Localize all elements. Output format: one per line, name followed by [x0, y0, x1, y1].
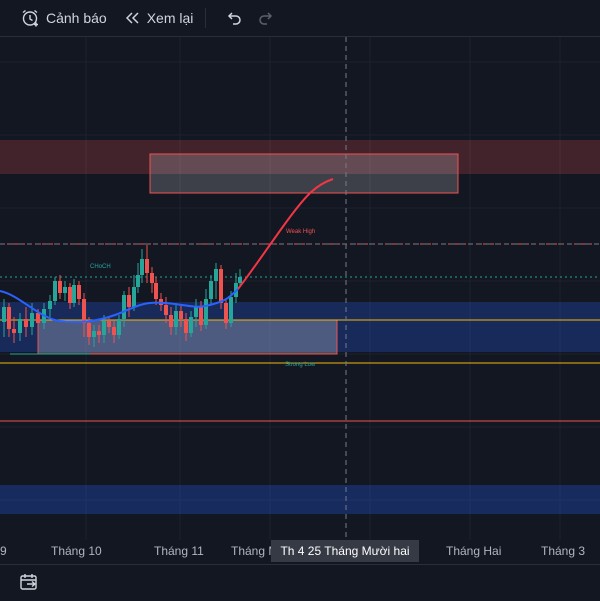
candle-body	[219, 269, 223, 303]
candle-body	[24, 319, 28, 327]
time-tick: 9	[0, 544, 7, 558]
candle-body	[92, 331, 96, 337]
candle-body	[102, 321, 106, 335]
candle-body	[36, 313, 40, 323]
go-to-date-button[interactable]	[18, 571, 42, 595]
candle-body	[127, 295, 131, 307]
chart-pane[interactable]: CHoCH Weak High Strong Low	[0, 37, 600, 540]
candle-body	[154, 283, 158, 299]
candle-body	[30, 313, 34, 327]
time-tick: Tháng Hai	[446, 544, 502, 558]
calendar-icon	[18, 574, 40, 597]
candle-body	[209, 281, 213, 299]
candle-body	[2, 307, 6, 322]
candle-body	[12, 329, 16, 333]
candle-body	[132, 287, 136, 307]
alert-button[interactable]: Cảnh báo	[12, 4, 115, 32]
undo-button[interactable]	[216, 4, 250, 32]
candle-body	[107, 321, 111, 327]
candle-body	[238, 277, 242, 283]
replay-button[interactable]: Xem lại	[115, 4, 202, 32]
candle-body	[229, 297, 233, 323]
candle-body	[150, 273, 154, 283]
strong-low-label: Strong Low	[285, 362, 316, 368]
candle-body	[53, 281, 57, 301]
replay-label: Xem lại	[146, 10, 194, 26]
candle-body	[63, 287, 67, 293]
candle-body	[68, 287, 72, 303]
bottom-toolbar	[0, 564, 600, 601]
candle-body	[140, 259, 144, 275]
grid	[0, 37, 600, 540]
candle-body	[145, 259, 149, 273]
candle-body	[189, 317, 193, 333]
candle-body	[224, 303, 228, 323]
choch-label: CHoCH	[90, 264, 111, 270]
time-tick: Tháng 10	[51, 544, 102, 558]
demand-zone-band-upper	[0, 302, 600, 352]
undo-icon	[224, 9, 242, 27]
alarm-clock-plus-icon	[20, 8, 40, 28]
time-tick: Tháng M	[231, 544, 279, 558]
candle-body	[117, 319, 121, 335]
candle-body	[77, 285, 81, 299]
candles	[2, 245, 242, 347]
candle-body	[169, 315, 173, 327]
candle-body	[184, 319, 188, 333]
redo-icon	[258, 9, 276, 27]
time-tick: Tháng 11	[154, 544, 204, 558]
projection-curve	[237, 178, 334, 290]
candle-body	[136, 275, 140, 287]
candle-body	[82, 299, 86, 323]
time-tick: Tháng 3	[541, 544, 586, 558]
toolbar-divider	[205, 8, 207, 28]
candle-body	[7, 307, 11, 329]
candle-body	[204, 299, 208, 325]
candle-body	[72, 285, 76, 303]
target-box[interactable]	[149, 153, 459, 194]
top-toolbar: Cảnh báo Xem lại	[0, 0, 600, 37]
demand-zone-band-lower	[0, 485, 600, 514]
crosshair-date-label: Th 4 25 Tháng Mười hai '24	[271, 540, 419, 580]
candle-body	[112, 327, 116, 335]
price-chart[interactable]: CHoCH Weak High Strong Low	[0, 37, 600, 540]
candle-body	[179, 311, 183, 319]
candle-body	[174, 311, 178, 327]
candle-body	[194, 307, 198, 317]
candle-body	[97, 331, 101, 335]
candle-body	[199, 307, 203, 325]
candle-body	[164, 305, 168, 315]
candle-body	[48, 301, 52, 309]
candle-body	[58, 281, 62, 293]
weak-high-label: Weak High	[286, 229, 315, 235]
redo-button[interactable]	[250, 4, 284, 32]
candle-body	[18, 319, 22, 333]
time-axis[interactable]: 9 Tháng 10 Tháng 11 Tháng M Tháng Hai Th…	[0, 540, 600, 580]
candle-body	[87, 323, 91, 337]
rewind-icon	[123, 9, 141, 27]
candle-body	[214, 269, 218, 281]
supply-zone-band	[0, 140, 600, 174]
moving-average-line	[0, 288, 239, 323]
candle-body	[122, 295, 126, 319]
alert-label: Cảnh báo	[46, 10, 107, 26]
